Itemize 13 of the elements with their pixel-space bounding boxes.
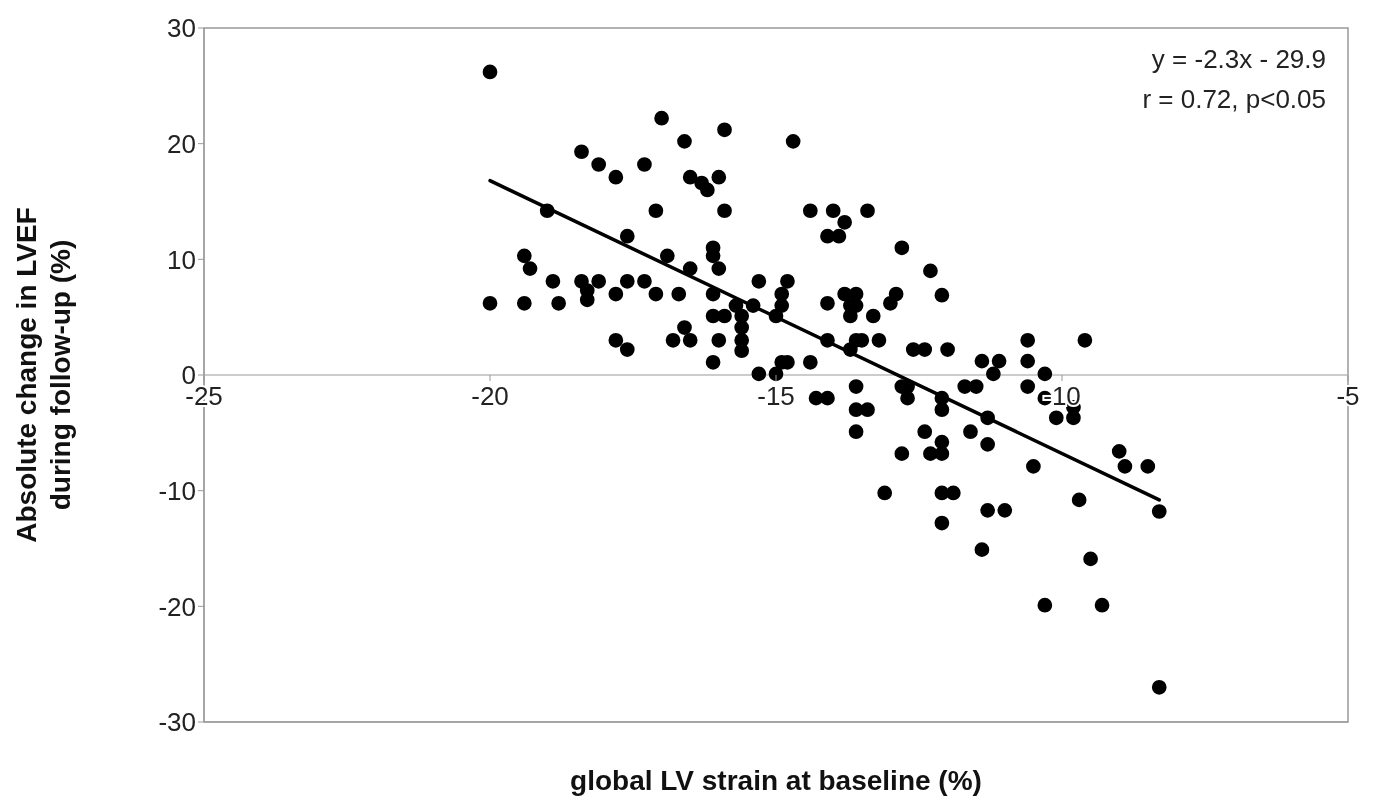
y-tick-label: 20	[167, 128, 196, 159]
x-tick-label: -20	[471, 381, 509, 411]
annotation: y = -2.3x - 29.9	[1151, 44, 1326, 74]
x-tick-label: -5	[1336, 381, 1360, 411]
y-tick-label: -30	[158, 707, 196, 738]
y-tick-label: -10	[158, 475, 196, 506]
y-tick-label: -20	[158, 591, 196, 622]
y-tick-label: 30	[167, 13, 196, 44]
x-axis-title: global LV strain at baseline (%)	[570, 765, 982, 796]
y-tick-label: 10	[167, 244, 196, 275]
x-tick-label: -15	[757, 381, 795, 411]
annotation: r = 0.72, p<0.05	[1142, 84, 1326, 114]
y-axis-title: Absolute change in LVEF during follow-up (%)	[11, 207, 76, 543]
